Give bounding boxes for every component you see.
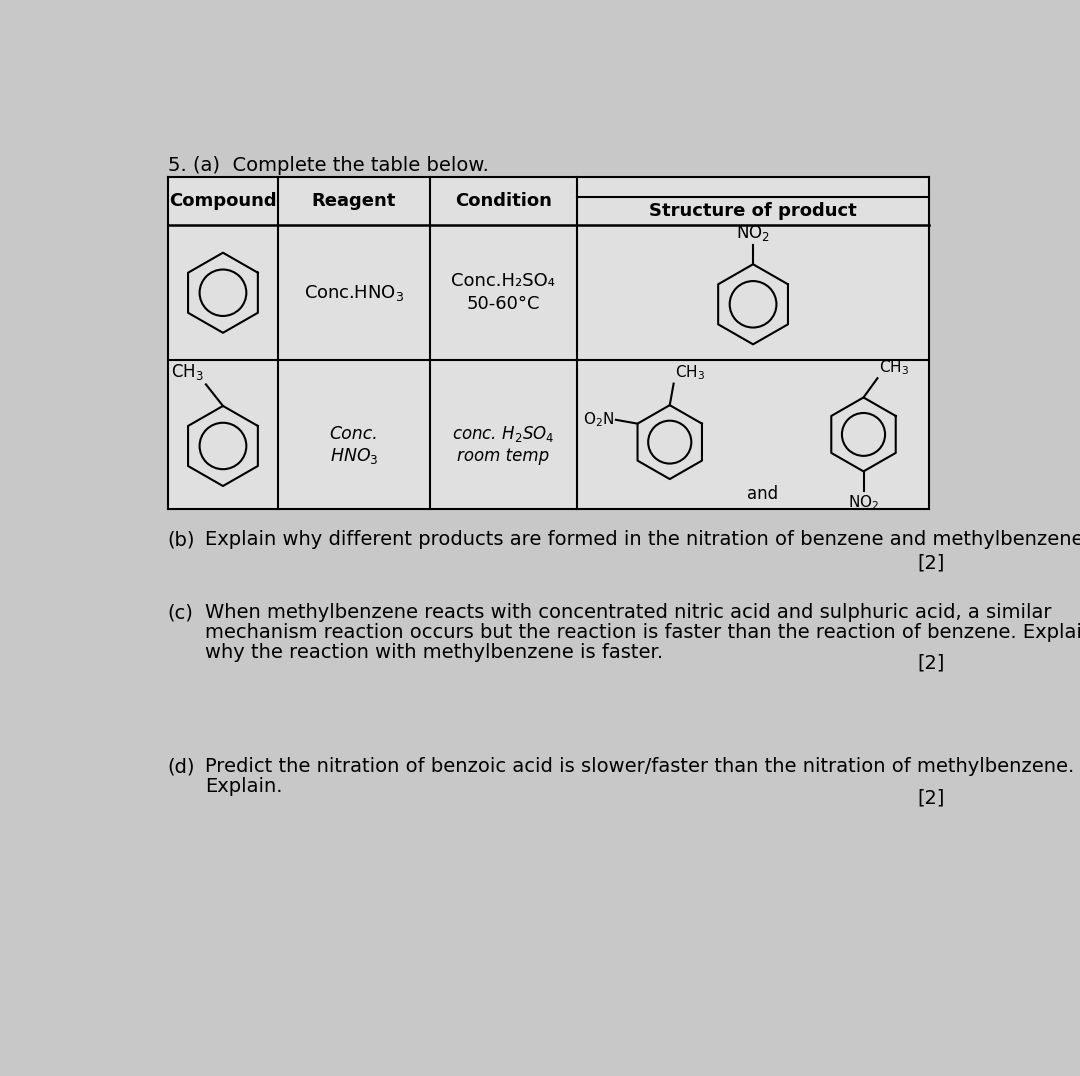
Text: Structure of product: Structure of product (649, 202, 856, 221)
Text: O$_2$N: O$_2$N (583, 410, 615, 429)
Text: 50-60°C: 50-60°C (467, 295, 540, 313)
Text: NO$_2$: NO$_2$ (848, 493, 879, 512)
Text: Explain.: Explain. (205, 778, 282, 796)
Text: (b): (b) (167, 530, 195, 549)
Text: [2]: [2] (918, 653, 945, 672)
Text: why the reaction with methylbenzene is faster.: why the reaction with methylbenzene is f… (205, 643, 663, 663)
Text: When methylbenzene reacts with concentrated nitric acid and sulphuric acid, a si: When methylbenzene reacts with concentra… (205, 604, 1051, 622)
Bar (167, 176, 930, 509)
Text: Reagent: Reagent (312, 193, 396, 210)
Text: (d): (d) (167, 758, 195, 777)
Text: (c): (c) (167, 604, 193, 622)
Text: HNO$_3$: HNO$_3$ (329, 445, 378, 466)
Text: 5. (a)  Complete the table below.: 5. (a) Complete the table below. (167, 156, 488, 175)
Text: Conc.: Conc. (329, 425, 378, 443)
Text: and: and (747, 484, 779, 502)
Text: Compound: Compound (170, 193, 276, 210)
Text: Condition: Condition (455, 193, 552, 210)
Text: NO$_2$: NO$_2$ (737, 223, 770, 243)
Text: CH$_3$: CH$_3$ (675, 364, 705, 382)
Text: CH$_3$: CH$_3$ (171, 362, 204, 382)
Text: CH$_3$: CH$_3$ (879, 358, 909, 377)
Text: Predict the nitration of benzoic acid is slower/faster than the nitration of met: Predict the nitration of benzoic acid is… (205, 758, 1074, 777)
Text: Explain why different products are formed in the nitration of benzene and methyl: Explain why different products are forme… (205, 530, 1080, 549)
Text: conc. H$_2$SO$_4$: conc. H$_2$SO$_4$ (451, 424, 554, 444)
Text: Conc.HNO$_3$: Conc.HNO$_3$ (303, 283, 404, 302)
Text: mechanism reaction occurs but the reaction is faster than the reaction of benzen: mechanism reaction occurs but the reacti… (205, 623, 1080, 642)
Text: [2]: [2] (918, 789, 945, 807)
Text: [2]: [2] (918, 553, 945, 572)
Text: room temp: room temp (457, 447, 550, 465)
Text: Conc.H₂SO₄: Conc.H₂SO₄ (451, 272, 555, 291)
